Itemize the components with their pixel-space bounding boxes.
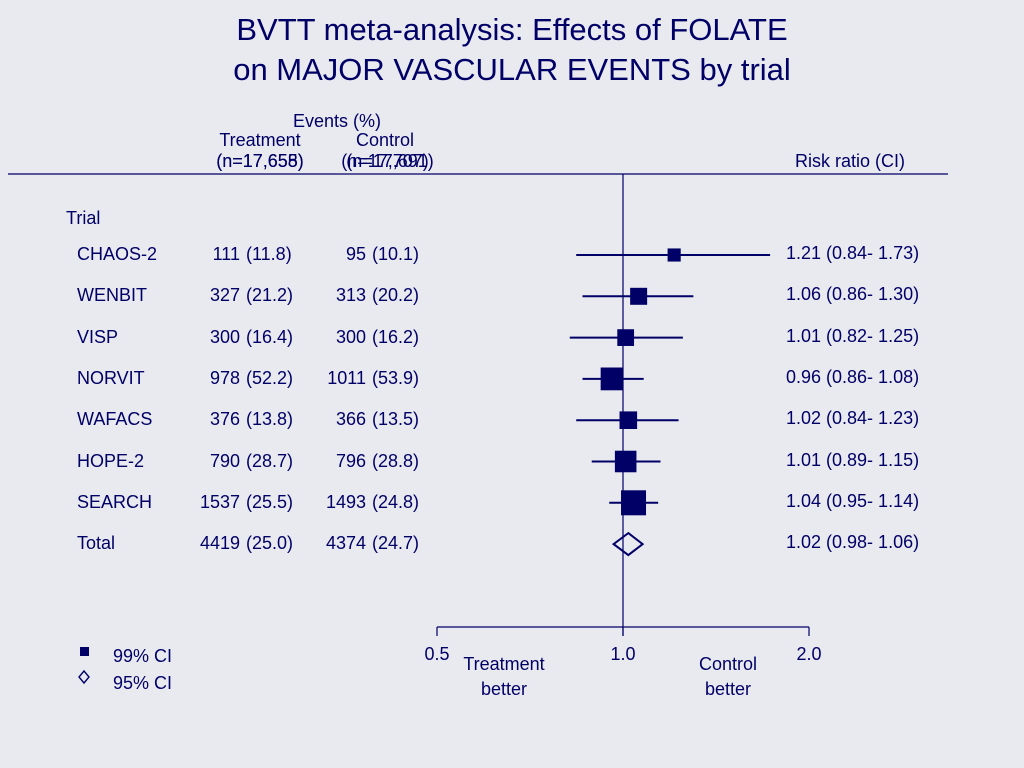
- treatment-pct-wenbit: (21.2): [246, 285, 294, 306]
- control-events-visp: 300: [335, 326, 366, 347]
- chart-title-line2: on MAJOR VASCULAR EVENTS by trial: [233, 52, 791, 87]
- control-pct-total: (24.7): [372, 533, 420, 554]
- treatment-events-total: 4419: [199, 533, 240, 554]
- treatment-pct-wafacs: (13.8): [246, 409, 294, 430]
- control-pct-chaos-2: (10.1): [372, 244, 420, 264]
- treatment-pct-search: (25.5): [246, 491, 294, 512]
- trial-name-hope-2: HOPE-2: [77, 450, 145, 471]
- risk-ratio-search: 1.04 (0.95- 1.14): [786, 490, 920, 511]
- control-pct-wafacs: (13.5): [372, 409, 420, 430]
- point-square-chaos-2: [667, 248, 681, 262]
- x-tick-label-2: 2.0: [796, 644, 821, 664]
- risk-ratio-wafacs: 1.02 (0.84- 1.23): [786, 408, 920, 429]
- control-n-overlay: (n=17,691): [346, 151, 434, 171]
- control-events-norvit: 1011: [327, 367, 366, 388]
- chart-title-line1: BVTT meta-analysis: Effects of FOLATE: [236, 12, 788, 47]
- risk-ratio-chaos-2: 1.21 (0.84- 1.73): [786, 243, 920, 263]
- point-square-visp: [617, 329, 635, 346]
- control-pct-norvit: (53.9): [372, 367, 420, 388]
- point-square-wafacs: [619, 411, 638, 429]
- x-axis-ticks: 0.5 1.0 2.0: [424, 627, 822, 664]
- treatment-events-chaos-2: 111: [212, 244, 240, 264]
- trial-name-wenbit: WENBIT: [77, 285, 147, 306]
- control-events-search: 1493: [325, 491, 366, 512]
- control-events-hope-2: 796: [335, 450, 366, 471]
- treatment-better-line2: better: [480, 679, 528, 699]
- treatment-events-norvit: 978: [209, 367, 240, 388]
- x-tick-label-0: 0.5: [424, 644, 449, 664]
- control-pct-visp: (16.2): [372, 326, 420, 347]
- control-better-line2: better: [704, 679, 752, 699]
- treatment-n: (n=17,658): [216, 151, 304, 171]
- treatment-events-hope-2: 790: [209, 450, 240, 471]
- treatment-events-wafacs: 376: [209, 409, 240, 430]
- trial-name-visp: VISP: [77, 326, 119, 347]
- treatment-pct-norvit: (52.2): [246, 367, 294, 388]
- treatment-pct-hope-2: (28.7): [246, 450, 294, 471]
- treatment-events-visp: 300: [209, 326, 240, 347]
- treatment-n-overlay: (n=17,655): [216, 151, 304, 171]
- control-events-total: 4374: [325, 533, 366, 554]
- point-square-search: [621, 490, 647, 516]
- control-pct-hope-2: (28.8): [372, 450, 420, 471]
- risk-ratio-header: Risk ratio (CI): [795, 151, 906, 171]
- control-header: Control: [355, 130, 415, 150]
- point-square-hope-2: [614, 450, 637, 473]
- trial-name-wafacs: WAFACS: [77, 409, 153, 430]
- risk-ratio-total: 1.02 (0.98- 1.06): [786, 532, 920, 553]
- treatment-pct-visp: (16.4): [246, 326, 294, 347]
- control-events-wafacs: 366: [335, 409, 366, 430]
- treatment-events-search: 1537: [199, 491, 240, 512]
- chart-title: BVTT meta-analysis: Effects of FOLATE on…: [0, 10, 1024, 90]
- risk-ratio-wenbit: 1.06 (0.86- 1.30): [786, 284, 920, 305]
- risk-ratio-visp: 1.01 (0.82- 1.25): [786, 325, 920, 346]
- forest-marks: [569, 248, 771, 557]
- legend-square-label: 99% CI: [113, 646, 173, 666]
- x-tick-label-1: 1.0: [610, 644, 635, 664]
- point-square-wenbit: [630, 287, 648, 305]
- treatment-pct-total: (25.0): [246, 533, 294, 554]
- control-pct-search: (24.8): [372, 491, 420, 512]
- legend-diamond-label: 95% CI: [113, 673, 173, 693]
- trial-name-chaos-2: CHAOS-2: [77, 244, 158, 264]
- trial-name-norvit: NORVIT: [77, 367, 145, 388]
- trial-name-search: SEARCH: [77, 491, 153, 512]
- treatment-events-wenbit: 327: [209, 285, 240, 306]
- control-events-wenbit: 313: [335, 285, 366, 306]
- events-header: Events (%): [292, 111, 382, 131]
- trial-name-total: Total: [77, 533, 116, 554]
- treatment-better-line1: Treatment: [463, 654, 545, 674]
- control-better-line1: Control: [698, 654, 758, 674]
- treatment-header: Treatment: [219, 130, 301, 150]
- risk-ratio-hope-2: 1.01 (0.89- 1.15): [786, 449, 920, 470]
- total-diamond: [611, 531, 645, 557]
- point-square-norvit: [600, 367, 624, 391]
- risk-ratio-norvit: 0.96 (0.86- 1.08): [786, 366, 920, 387]
- trial-header: Trial: [66, 208, 101, 228]
- control-n: (n=17,707): [341, 151, 429, 171]
- control-events-chaos-2: 95: [345, 244, 366, 264]
- control-pct-wenbit: (20.2): [372, 285, 420, 306]
- legend-diamond-icon: [78, 669, 90, 685]
- treatment-pct-chaos-2: (11.8): [246, 244, 292, 264]
- legend-square-icon: [80, 647, 89, 656]
